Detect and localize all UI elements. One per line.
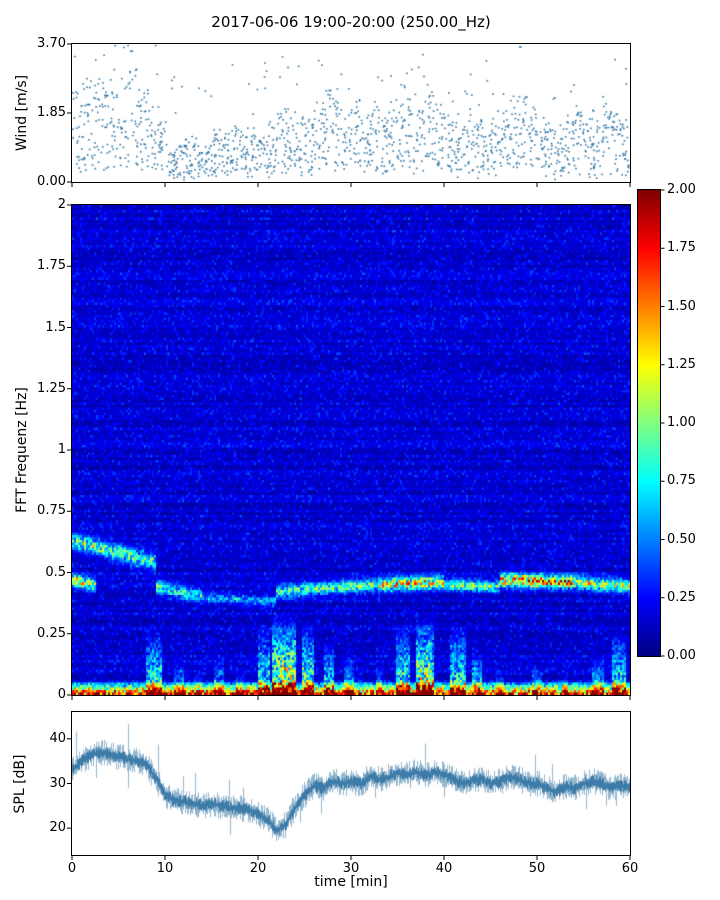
- xtick-label: 40: [435, 861, 453, 876]
- colorbar-tick-label: 1.75: [667, 240, 696, 256]
- xtick-label: 20: [249, 861, 267, 876]
- colorbar-tick-label: 2.00: [667, 182, 696, 197]
- xtick-label: 0: [67, 861, 77, 876]
- colorbar-tick-label: 0.25: [667, 589, 696, 605]
- wind-ytick-label: 3.70: [37, 36, 66, 51]
- spectrogram-ytick-label: 1: [57, 442, 66, 457]
- xtick-label: 10: [156, 861, 174, 876]
- spectrogram-ytick-label: 1.25: [37, 380, 66, 396]
- spl-line-axes: [71, 711, 631, 856]
- colorbar-tick-label: 1.50: [667, 298, 696, 314]
- colorbar-tick-label: 1.25: [667, 356, 696, 372]
- spl-line-canvas: [72, 712, 630, 855]
- xtick-label: 60: [621, 861, 639, 876]
- colorbar-tick-label: 0.50: [667, 531, 696, 547]
- wind-ytick-label: 1.85: [37, 105, 66, 120]
- spectrogram-canvas: [72, 205, 630, 695]
- wind-scatter-axes: [71, 43, 631, 183]
- colorbar-tick-label: 0.75: [667, 473, 696, 489]
- xtick-label: 30: [342, 861, 360, 876]
- spectrogram-ytick-label: 0: [57, 687, 66, 702]
- spl-ytick-label: 20: [49, 820, 66, 836]
- spectrogram-ytick-label: 2: [57, 197, 66, 212]
- spl-ytick-label: 30: [49, 775, 66, 791]
- x-axis-label: time [min]: [314, 874, 388, 890]
- colorbar: [637, 189, 661, 657]
- wind-ytick-label: 0.00: [37, 174, 66, 189]
- wind-scatter-canvas: [72, 44, 630, 182]
- spl-ytick-label: 40: [49, 730, 66, 746]
- spectrogram-ytick-label: 0.5: [45, 564, 66, 580]
- colorbar-tick-label: 0.00: [667, 648, 696, 663]
- spectrogram-ytick-label: 0.25: [37, 625, 66, 641]
- colorbar-tick-label: 1.00: [667, 415, 696, 430]
- xtick-label: 50: [528, 861, 546, 876]
- colorbar-canvas: [638, 190, 660, 656]
- spectrogram-ytick-label: 1.75: [37, 258, 66, 274]
- spectrogram-ytick-label: 1.5: [45, 319, 66, 335]
- spectrogram-ytick-label: 0.75: [37, 503, 66, 519]
- spectrogram-axes: [71, 204, 631, 696]
- figure-title: 2017-06-06 19:00-20:00 (250.00_Hz): [211, 13, 491, 31]
